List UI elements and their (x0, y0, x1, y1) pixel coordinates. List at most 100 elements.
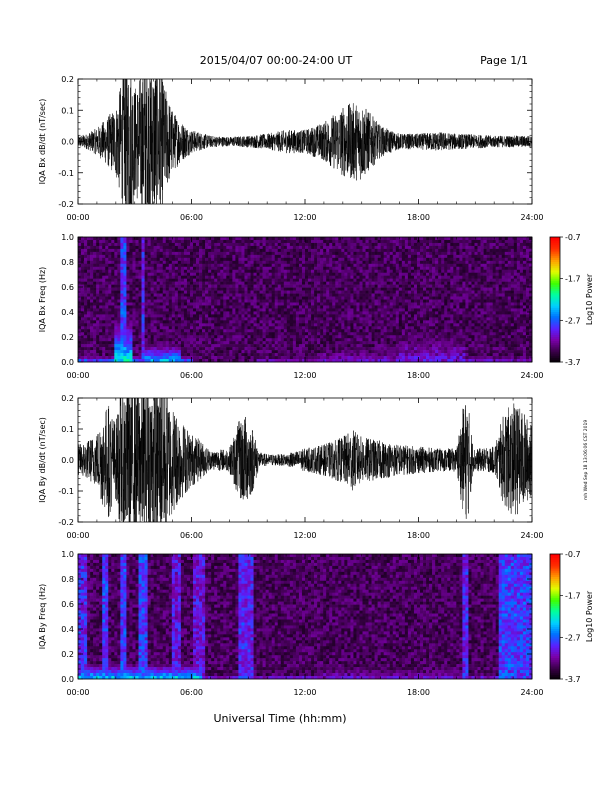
heatmap-cell (111, 320, 115, 324)
heatmap-cell (171, 266, 176, 271)
heatmap-cell (268, 263, 273, 268)
heatmap-cell (365, 237, 369, 241)
heatmap-cell (96, 329, 100, 333)
heatmap-cell (238, 347, 242, 351)
heatmap-cell (120, 350, 124, 354)
heatmap-cell (271, 266, 276, 271)
heatmap-cell (241, 251, 245, 256)
heatmap-cell (335, 251, 339, 256)
heatmap-cell (371, 278, 375, 282)
heatmap-cell (159, 293, 164, 297)
heatmap-cell (298, 245, 303, 250)
heatmap-cell (244, 332, 248, 336)
heatmap-cell (108, 323, 112, 327)
heatmap-cell (423, 332, 427, 336)
heatmap-cell (223, 245, 227, 250)
heatmap-cell (78, 308, 82, 312)
heatmap-cell (150, 257, 154, 262)
heatmap-cell (78, 317, 82, 321)
heatmap-cell (180, 356, 185, 360)
heatmap-cell (223, 293, 227, 297)
heatmap-cell (232, 353, 236, 357)
heatmap-cell (362, 317, 366, 321)
heatmap-cell (311, 323, 315, 327)
heatmap-cell (413, 275, 418, 279)
heatmap-cell (150, 353, 154, 357)
heatmap-cell (292, 350, 297, 354)
heatmap-cell (147, 281, 151, 285)
heatmap-cell (404, 254, 409, 259)
heatmap-cell (350, 266, 354, 271)
heatmap-cell (108, 299, 112, 303)
heatmap-cell (271, 317, 276, 321)
heatmap-cell (159, 326, 164, 330)
heatmap-cell (401, 359, 406, 363)
heatmap-cell (271, 302, 276, 306)
heatmap-cell (211, 311, 215, 315)
heatmap-cell (371, 299, 375, 303)
heatmap-cell (226, 299, 230, 303)
heatmap-cell (268, 320, 273, 324)
heatmap-cell (380, 323, 384, 327)
heatmap-cell (247, 350, 251, 354)
heatmap-cell (274, 248, 279, 253)
heatmap-cell (426, 296, 430, 300)
heatmap-cell (356, 284, 360, 288)
heatmap-cell (429, 242, 433, 247)
heatmap-cell (338, 356, 342, 360)
heatmap-cell (196, 338, 200, 342)
heatmap-cell (84, 350, 88, 354)
heatmap-cell (380, 335, 384, 339)
heatmap-cell (156, 257, 161, 262)
heatmap-cell (274, 269, 279, 274)
heatmap-cell (105, 299, 109, 303)
heatmap-cell (220, 353, 224, 357)
heatmap-cell (265, 308, 269, 312)
heatmap-cell (413, 278, 418, 282)
heatmap-cell (262, 350, 266, 354)
heatmap-cell (141, 305, 145, 309)
heatmap-cell (407, 254, 412, 259)
heatmap-cell (416, 290, 421, 294)
heatmap-cell (253, 308, 257, 312)
heatmap-cell (305, 260, 309, 265)
heatmap-cell (353, 281, 357, 285)
heatmap-cell (341, 323, 345, 327)
heatmap-cell (350, 245, 354, 250)
heatmap-cell (308, 353, 312, 357)
heatmap-cell (407, 299, 412, 303)
heatmap-cell (350, 263, 354, 268)
heatmap-cell (102, 239, 106, 244)
heatmap-cell (229, 356, 233, 360)
heatmap-cell (380, 347, 384, 351)
heatmap-cell (96, 341, 100, 345)
heatmap-cell (90, 293, 94, 297)
heatmap-cell (377, 341, 381, 345)
heatmap-cell (208, 260, 212, 265)
heatmap-cell (289, 347, 294, 351)
heatmap-cell (153, 341, 157, 345)
heatmap-cell (256, 359, 260, 363)
heatmap-cell (365, 284, 369, 288)
heatmap-cell (308, 266, 312, 271)
heatmap-cell (147, 272, 151, 276)
heatmap-cell (298, 347, 303, 351)
heatmap-cell (214, 329, 218, 333)
heatmap-cell (117, 284, 121, 288)
heatmap-cell (208, 332, 212, 336)
heatmap-cell (129, 272, 133, 276)
heatmap-cell (102, 308, 106, 312)
heatmap-cell (329, 287, 333, 291)
heatmap-cell (141, 314, 145, 318)
heatmap-cell (317, 245, 321, 250)
heatmap-cell (126, 332, 130, 336)
heatmap-cell (283, 344, 288, 348)
heatmap-cell (138, 290, 142, 294)
heatmap-cell (392, 335, 397, 339)
heatmap-cell (223, 272, 227, 276)
heatmap-cell (377, 311, 381, 315)
heatmap-cell (280, 242, 285, 247)
heatmap-cell (314, 281, 318, 285)
heatmap-cell (162, 245, 167, 250)
heatmap-cell (289, 353, 294, 357)
